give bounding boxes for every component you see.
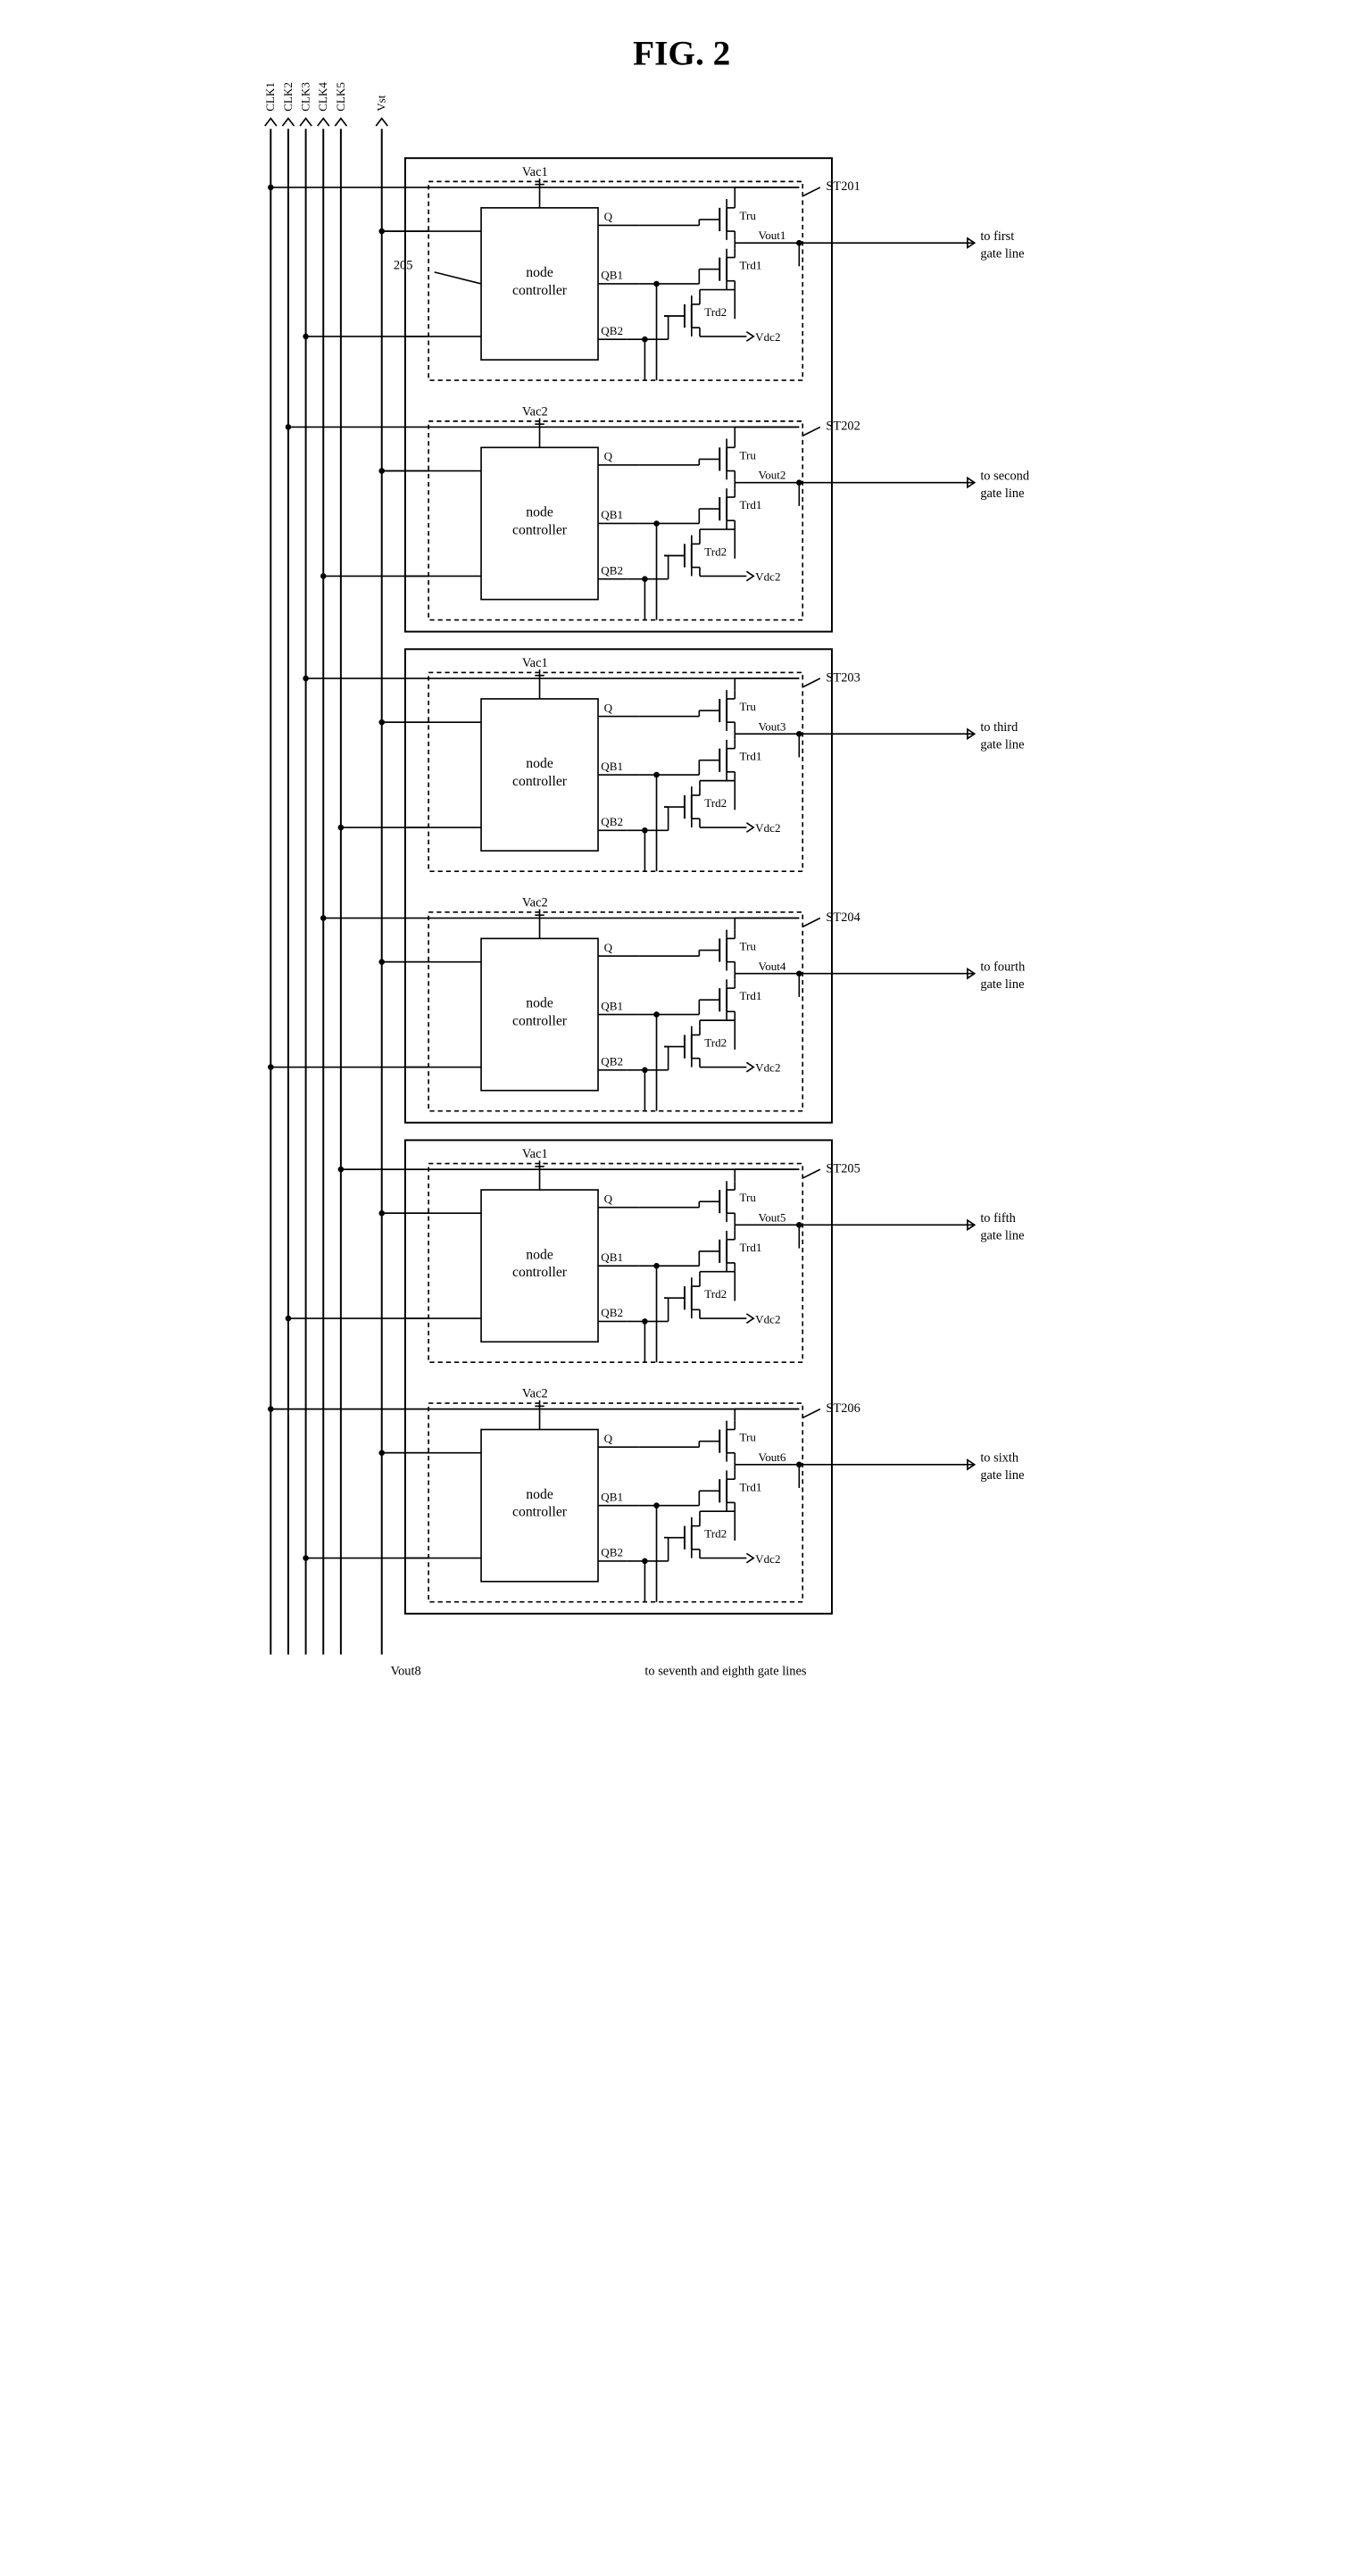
q-label: Q xyxy=(603,701,612,714)
vdc2-label: Vdc2 xyxy=(755,1061,780,1075)
gate-line-label-1: to fourth xyxy=(980,960,1025,974)
gate-line-label-1: to second xyxy=(980,469,1030,483)
vdc2-label: Vdc2 xyxy=(755,1552,780,1566)
bottom-note: to seventh and eighth gate lines xyxy=(644,1665,806,1679)
svg-text:Tru: Tru xyxy=(739,1431,756,1444)
gate-line-label-1: to first xyxy=(980,229,1014,244)
qb1-label: QB1 xyxy=(601,1251,623,1264)
svg-text:Tru: Tru xyxy=(739,1191,756,1204)
qb2-label: QB2 xyxy=(601,1306,623,1319)
vout-label: Vout6 xyxy=(758,1450,785,1464)
clk-label-2: CLK2 xyxy=(280,82,294,112)
qb1-label: QB1 xyxy=(601,760,623,773)
qb1-label: QB1 xyxy=(601,1490,623,1503)
nc-label-2: controller xyxy=(512,1265,568,1280)
qb2-label: QB2 xyxy=(601,815,623,828)
nc-label-1: node xyxy=(526,1247,553,1262)
gate-line-label-2: gate line xyxy=(980,977,1024,992)
vdc2-label: Vdc2 xyxy=(755,821,780,835)
svg-text:Trd1: Trd1 xyxy=(739,1241,761,1254)
qb1-label: QB1 xyxy=(601,999,623,1012)
vac-label: Vac1 xyxy=(521,656,547,670)
vout-label: Vout5 xyxy=(758,1210,785,1224)
gate-line-label-2: gate line xyxy=(980,247,1024,262)
nc-label-2: controller xyxy=(512,1013,568,1028)
gate-line-label-2: gate line xyxy=(980,1229,1024,1243)
vac-label: Vac2 xyxy=(521,404,547,419)
gate-line-label-2: gate line xyxy=(980,1468,1024,1483)
nc-label-2: controller xyxy=(512,283,568,298)
svg-text:Trd2: Trd2 xyxy=(704,305,727,319)
nc-label-2: controller xyxy=(512,522,568,537)
svg-text:Tru: Tru xyxy=(739,940,756,953)
vout8-label: Vout8 xyxy=(390,1665,420,1679)
stage-st203: ST203Vac1nodecontrollerQQB1QB2TruVout3to… xyxy=(404,656,1024,871)
svg-text:Trd1: Trd1 xyxy=(739,259,761,272)
clk-label-4: CLK4 xyxy=(316,82,329,112)
gate-line-label-1: to third xyxy=(980,720,1018,735)
circuit-diagram: FIG. 2 CLK1CLK2 CLK3 CLK4 CLK5 Vst Vout8 to sev… xyxy=(236,18,1128,1705)
q-label: Q xyxy=(603,210,612,223)
qb1-label: QB1 xyxy=(601,269,623,282)
svg-text:Trd2: Trd2 xyxy=(704,1527,727,1541)
nc-label-1: node xyxy=(526,756,553,771)
nc-label-1: node xyxy=(526,265,553,280)
clk-label-5: CLK5 xyxy=(333,82,346,112)
vac-label: Vac2 xyxy=(521,1387,547,1401)
svg-text:Trd2: Trd2 xyxy=(704,544,727,558)
gate-line-label-2: gate line xyxy=(980,738,1024,752)
svg-text:Trd1: Trd1 xyxy=(739,750,761,763)
q-label: Q xyxy=(603,1192,612,1205)
nc-label-1: node xyxy=(526,1487,553,1502)
stage-st202: ST202Vac2nodecontrollerQQB1QB2TruVout2to… xyxy=(404,404,1029,619)
svg-text:Tru: Tru xyxy=(739,448,756,461)
qb2-label: QB2 xyxy=(601,324,623,337)
gate-line-label-2: gate line xyxy=(980,486,1024,501)
nc-label-2: controller xyxy=(512,1504,568,1519)
figure-title: FIG. 2 xyxy=(633,34,730,72)
nc-label-2: controller xyxy=(512,774,568,789)
qb1-label: QB1 xyxy=(601,508,623,521)
gate-line-label-1: to sixth xyxy=(980,1451,1018,1466)
vac-label: Vac2 xyxy=(521,895,547,910)
qb2-label: QB2 xyxy=(601,1055,623,1068)
vac-label: Vac1 xyxy=(521,165,547,179)
svg-text:Tru: Tru xyxy=(739,700,756,713)
vout-label: Vout3 xyxy=(758,719,785,733)
svg-text:Trd2: Trd2 xyxy=(704,796,727,810)
nc-ref-label: 205 xyxy=(393,259,412,273)
svg-text:Tru: Tru xyxy=(739,209,756,222)
nc-label-1: node xyxy=(526,505,553,520)
vdc2-label: Vdc2 xyxy=(755,330,780,344)
stage-st204: ST204Vac2nodecontrollerQQB1QB2TruVout4to… xyxy=(404,895,1024,1110)
svg-text:Trd1: Trd1 xyxy=(739,498,761,511)
vout-label: Vout1 xyxy=(758,229,785,242)
stage-st201: ST201Vac1nodecontroller205QQB1QB2TruVout… xyxy=(393,165,1024,380)
qb2-label: QB2 xyxy=(601,563,623,577)
svg-text:Trd1: Trd1 xyxy=(739,1480,761,1493)
nc-label-1: node xyxy=(526,996,553,1011)
vdc2-label: Vdc2 xyxy=(755,1312,780,1325)
svg-text:Trd2: Trd2 xyxy=(704,1287,727,1300)
stage-st206: ST206Vac2nodecontrollerQQB1QB2TruVout6to… xyxy=(404,1387,1024,1602)
q-label: Q xyxy=(603,941,612,954)
stage-st205: ST205Vac1nodecontrollerQQB1QB2TruVout5to… xyxy=(404,1147,1024,1362)
svg-text:Trd1: Trd1 xyxy=(739,989,761,1002)
gate-line-label-1: to fifth xyxy=(980,1211,1016,1226)
vdc2-label: Vdc2 xyxy=(755,570,780,584)
vout-label: Vout4 xyxy=(758,960,785,973)
qb2-label: QB2 xyxy=(601,1546,623,1559)
q-label: Q xyxy=(603,1432,612,1445)
svg-text:Trd2: Trd2 xyxy=(704,1036,727,1050)
vout-label: Vout2 xyxy=(758,469,785,482)
vst-label: Vst xyxy=(374,95,387,112)
vac-label: Vac1 xyxy=(521,1147,547,1161)
clk-label-1: CLK1 xyxy=(263,82,277,112)
q-label: Q xyxy=(603,450,612,463)
clk-label-3: CLK3 xyxy=(298,82,312,112)
